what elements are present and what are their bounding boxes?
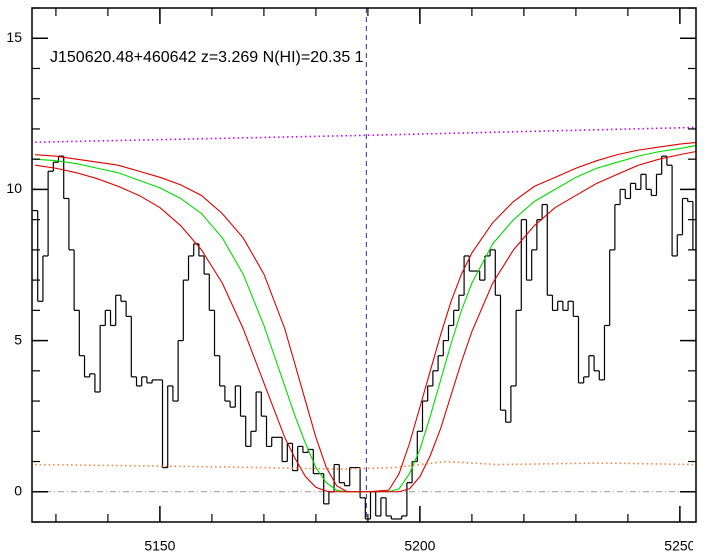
tick-labels: 5150 5200 5250 0 5 10 15 xyxy=(6,29,695,554)
plot-area xyxy=(32,8,696,522)
x-tick-label: 5150 xyxy=(144,538,175,554)
model-curve xyxy=(35,151,696,493)
axes xyxy=(31,7,697,523)
y-tick-label: 5 xyxy=(14,331,22,347)
x-tick-label: 5250 xyxy=(664,538,695,554)
model-curve xyxy=(35,142,696,493)
model-curve xyxy=(35,126,696,144)
y-tick-label: 0 xyxy=(14,482,22,498)
y-tick-label: 15 xyxy=(6,29,22,45)
y-tick-label: 10 xyxy=(6,180,22,196)
model-curve xyxy=(35,145,696,493)
x-tick-label: 5200 xyxy=(404,538,435,554)
annotation: J150620.48+460642 z=3.269 N(HI)=20.35 1 xyxy=(50,49,364,66)
model-curve xyxy=(35,460,696,470)
axis-frame xyxy=(31,7,697,523)
